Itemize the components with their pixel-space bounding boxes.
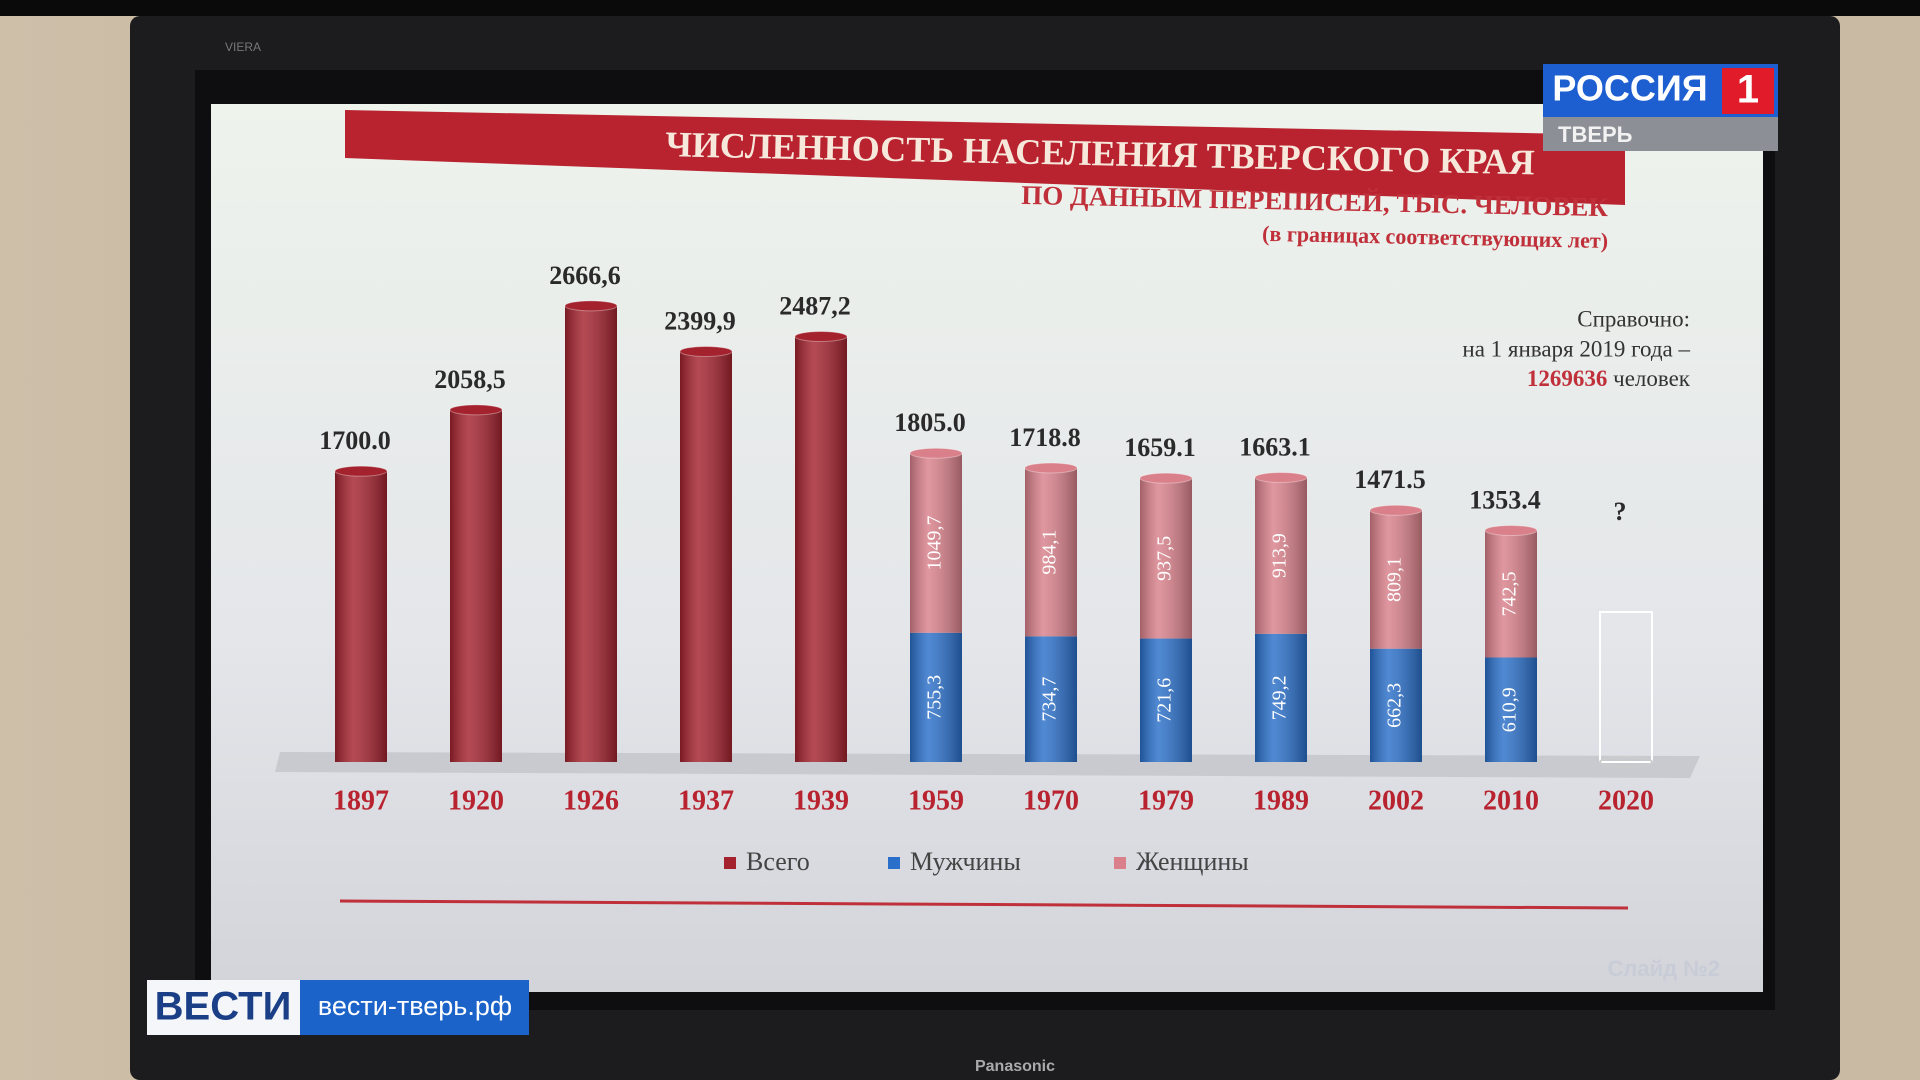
bar-cap [1369, 504, 1423, 516]
bar-cap [1139, 472, 1193, 484]
bar-cap [334, 465, 388, 477]
bar-shade [335, 471, 387, 762]
legend-label: Женщины [1136, 847, 1249, 876]
channel-number: 1 [1737, 68, 1759, 112]
bar-shade [1025, 636, 1077, 762]
title-banner [345, 110, 1625, 205]
bar-shade [1140, 638, 1192, 762]
total-label: 2058,5 [434, 365, 506, 394]
bar-shade [1255, 477, 1307, 634]
legend-swatch [888, 857, 900, 869]
segment-label: 913,9 [1269, 533, 1291, 578]
bar-platform [275, 752, 1700, 778]
total-label: 1663.1 [1239, 432, 1311, 461]
segment-label: 984,1 [1039, 530, 1061, 575]
bar-cap [449, 404, 503, 416]
legend-label: Мужчины [910, 847, 1021, 876]
total-label: 1659.1 [1124, 433, 1196, 462]
bar-cap [1024, 462, 1078, 474]
bar-shade [910, 632, 962, 762]
total-label: 1700.0 [319, 426, 391, 455]
x-tick-label: 1959 [908, 785, 964, 816]
total-label: ? [1614, 497, 1627, 526]
segment-label: 721,6 [1154, 678, 1176, 723]
x-tick-label: 2010 [1483, 785, 1539, 816]
total-label: 2666,6 [549, 261, 621, 290]
wall-right [1835, 0, 1920, 1080]
slide-number: Слайд №2 [1608, 956, 1720, 981]
note-line: 1269636 человек [1527, 366, 1691, 391]
x-tick-label: 1926 [563, 785, 619, 816]
empty-cylinder-base [1599, 756, 1653, 768]
bar-shade [1025, 467, 1077, 637]
x-tick-label: 1979 [1138, 785, 1194, 816]
segment-label: 610,9 [1499, 687, 1521, 732]
bar-cap [1254, 471, 1308, 483]
segment-label: 937,5 [1154, 536, 1176, 581]
x-tick-label: 1970 [1023, 785, 1079, 816]
legend-label: Всего [746, 847, 810, 876]
total-label: 2487,2 [779, 291, 851, 320]
segment-label: 749,2 [1269, 675, 1291, 720]
bar-cap [1484, 524, 1538, 536]
bar-shade [1485, 657, 1537, 762]
bar-shade [680, 351, 732, 762]
bar-shade [795, 336, 847, 762]
x-tick-label: 1939 [793, 785, 849, 816]
bar-cap [794, 331, 848, 343]
show-logo [147, 980, 300, 1035]
divider [339, 899, 1629, 910]
segment-label: 662,3 [1384, 683, 1406, 728]
note-number: 1269636 [1527, 366, 1608, 391]
bar-shade [910, 453, 962, 633]
total-label: 1805.0 [894, 408, 966, 437]
note-unit: человек [1613, 366, 1691, 391]
legend-swatch [1114, 857, 1126, 869]
total-label: 2399,9 [664, 306, 736, 335]
site-box [300, 980, 529, 1035]
tv-brand: Panasonic [975, 1058, 1055, 1075]
bar-shade [1140, 478, 1192, 639]
segment-label: 755,3 [924, 675, 946, 720]
bar-cap [909, 447, 963, 459]
segment-label: 809,1 [1384, 557, 1406, 602]
segment-label: 1049,7 [924, 516, 946, 571]
bar-shade [1370, 648, 1422, 762]
top-strip [0, 0, 1920, 16]
total-label: 1471.5 [1354, 465, 1426, 494]
x-tick-label: 1989 [1253, 785, 1309, 816]
bar-shade [1370, 510, 1422, 649]
bar-shade [1485, 530, 1537, 658]
total-label: 1353.4 [1469, 485, 1541, 514]
show-name: ВЕСТИ [155, 985, 292, 1029]
total-label: 1718.8 [1009, 423, 1081, 452]
x-tick-label: 1897 [333, 785, 389, 816]
x-tick-label: 1920 [448, 785, 504, 816]
legend-swatch [724, 857, 736, 869]
bar-cap [564, 300, 618, 312]
note-line: на 1 января 2019 года – [1462, 336, 1690, 361]
chart: 1897 1700.0 1920 2058,5 1926 2666,6 1937 2399,9… [319, 261, 1654, 876]
bar-shade [1255, 633, 1307, 762]
segment-label: 742,5 [1499, 571, 1521, 616]
bar-shade [565, 305, 617, 762]
tv-model: VIERA [225, 40, 261, 54]
empty-cylinder [1599, 611, 1653, 763]
bar-shade [450, 409, 502, 762]
region-box [1543, 117, 1778, 151]
site-url: вести-тверь.рф [318, 991, 512, 1021]
note-line: Справочно: [1577, 306, 1690, 331]
x-tick-label: 2002 [1368, 785, 1424, 816]
bar-cap [679, 345, 733, 357]
channel-number-box [1722, 68, 1774, 114]
region: ТВЕРЬ [1558, 122, 1633, 147]
channel-name: РОССИЯ [1552, 68, 1707, 109]
segment-label: 734,7 [1039, 677, 1061, 722]
x-tick-label: 1937 [678, 785, 734, 816]
x-tick-label: 2020 [1598, 785, 1654, 816]
